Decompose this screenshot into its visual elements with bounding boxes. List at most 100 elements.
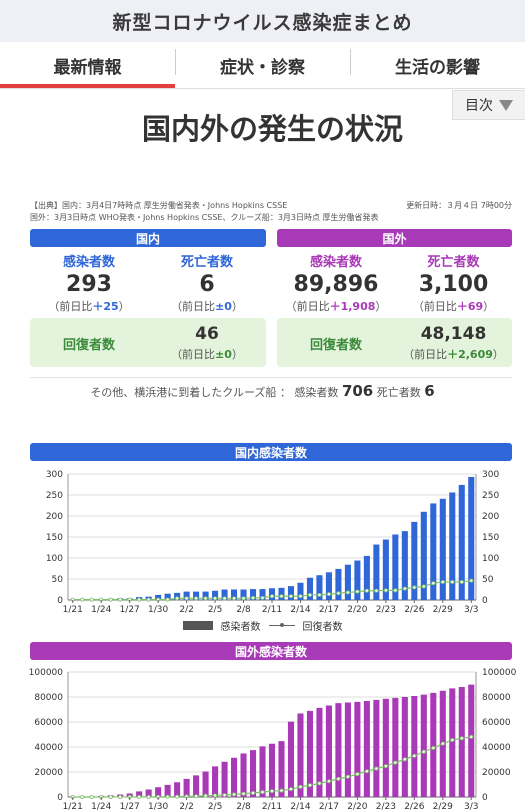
bar bbox=[212, 590, 219, 600]
recovered-point bbox=[364, 588, 369, 593]
recovered-point bbox=[364, 769, 369, 774]
bar bbox=[449, 492, 456, 600]
y-tick-label-left: 150 bbox=[46, 533, 63, 543]
bar bbox=[306, 710, 313, 797]
recovered-point bbox=[469, 734, 474, 739]
bar bbox=[221, 589, 228, 600]
x-tick-label: 2/17 bbox=[319, 605, 339, 615]
international-deaths-diff: （前日比＋69） bbox=[412, 300, 495, 313]
x-tick-label: 2/29 bbox=[433, 802, 453, 811]
tab-life-impact[interactable]: 生活の影響 bbox=[350, 48, 525, 78]
x-tick-label: 2/5 bbox=[208, 802, 222, 811]
legend-bar-label: 感染者数 bbox=[220, 622, 261, 633]
recovered-point bbox=[307, 783, 312, 788]
x-tick-label: 1/24 bbox=[91, 605, 111, 615]
recovered-point bbox=[383, 588, 388, 593]
recovered-point bbox=[345, 774, 350, 779]
recovered-point bbox=[260, 790, 265, 795]
bar bbox=[449, 688, 456, 797]
domestic-deaths: 死亡者数 6 （前日比±0） bbox=[148, 251, 266, 314]
recovered-point bbox=[402, 757, 407, 762]
y-tick-label-left: 200 bbox=[46, 512, 63, 522]
y-tick-label-right: 0 bbox=[482, 596, 488, 606]
y-tick-label-left: 80000 bbox=[34, 693, 63, 703]
bar bbox=[297, 582, 304, 600]
recovered-point bbox=[459, 736, 464, 741]
y-tick-label-left: 100000 bbox=[29, 668, 64, 678]
bar bbox=[420, 511, 427, 600]
bar bbox=[363, 701, 370, 797]
chart-legend: 感染者数 回復者数 bbox=[0, 618, 525, 633]
y-tick-label-left: 40000 bbox=[34, 743, 63, 753]
x-tick-label: 2/20 bbox=[347, 605, 367, 615]
y-tick-label-right: 80000 bbox=[482, 693, 511, 703]
recovered-point bbox=[146, 794, 151, 799]
x-tick-label: 2/14 bbox=[290, 605, 310, 615]
recovered-point bbox=[317, 781, 322, 786]
recovered-point bbox=[374, 766, 379, 771]
recovered-point bbox=[213, 596, 218, 601]
bar bbox=[259, 746, 266, 797]
bar bbox=[297, 713, 304, 797]
x-tick-label: 2/29 bbox=[433, 605, 453, 615]
bar bbox=[325, 572, 332, 600]
recovered-point bbox=[393, 588, 398, 593]
bar bbox=[174, 782, 181, 797]
cruise-infected-value: 706 bbox=[341, 382, 374, 400]
bar bbox=[164, 593, 171, 600]
x-tick-label: 2/2 bbox=[179, 802, 193, 811]
legend-bar-swatch bbox=[182, 621, 213, 630]
recovered-point bbox=[421, 749, 426, 754]
bar bbox=[278, 587, 285, 600]
y-tick-label-right: 300 bbox=[482, 470, 499, 480]
recovered-point bbox=[345, 590, 350, 595]
recovered-point bbox=[232, 792, 237, 797]
recovered-point bbox=[336, 776, 341, 781]
x-tick-label: 2/5 bbox=[208, 605, 222, 615]
bar bbox=[193, 591, 200, 600]
bar bbox=[354, 560, 361, 600]
recovered-point bbox=[450, 579, 455, 584]
tab-latest-info[interactable]: 最新情報 bbox=[53, 57, 122, 78]
domestic-deaths-value: 6 bbox=[199, 272, 215, 297]
recovered-point bbox=[326, 592, 331, 597]
recovered-point bbox=[440, 579, 445, 584]
international-recovered-value: 48,148 bbox=[420, 324, 487, 344]
recovered-point bbox=[251, 595, 256, 600]
cruise-infected-label: 感染者数 bbox=[294, 386, 339, 399]
recovered-point bbox=[89, 597, 94, 602]
recovered-point bbox=[89, 794, 94, 799]
section-title: 国内外の発生の状況 bbox=[141, 112, 403, 146]
app-header: 新型コロナウイルス感染症まとめ bbox=[0, 0, 525, 42]
bar bbox=[183, 591, 190, 600]
bar bbox=[155, 787, 162, 797]
bar bbox=[287, 721, 295, 797]
bar bbox=[193, 775, 200, 797]
domestic-header: 国内 bbox=[30, 229, 266, 247]
x-tick-label: 2/17 bbox=[319, 802, 339, 811]
tab-symptoms[interactable]: 症状・診察 bbox=[175, 48, 350, 78]
recovered-point bbox=[108, 597, 113, 602]
recovered-point bbox=[326, 779, 331, 784]
recovered-point bbox=[431, 746, 436, 751]
divider bbox=[30, 377, 512, 378]
recovered-point bbox=[450, 738, 455, 743]
bar bbox=[231, 589, 238, 600]
recovered-point bbox=[203, 596, 208, 601]
toc-button[interactable]: 目次 bbox=[452, 90, 525, 120]
source-info: 【出典】国内：3月4日7時時点 厚生労働省発表・Johns Hopkins CS… bbox=[30, 200, 512, 224]
recovered-point bbox=[165, 794, 170, 799]
recovered-point bbox=[80, 597, 85, 602]
recovered-point bbox=[440, 741, 445, 746]
recovered-point bbox=[412, 753, 417, 758]
bar bbox=[240, 753, 247, 797]
recovered-point bbox=[383, 764, 388, 769]
x-tick-label: 2/23 bbox=[376, 802, 396, 811]
y-tick-label-right: 0 bbox=[482, 793, 488, 803]
bar bbox=[249, 750, 257, 797]
international-deaths-value: 3,100 bbox=[418, 272, 489, 297]
cruise-deaths-label: 死亡者数 bbox=[376, 386, 421, 399]
recovered-point bbox=[269, 789, 274, 794]
recovered-point bbox=[213, 793, 218, 798]
recovered-point bbox=[194, 794, 199, 799]
